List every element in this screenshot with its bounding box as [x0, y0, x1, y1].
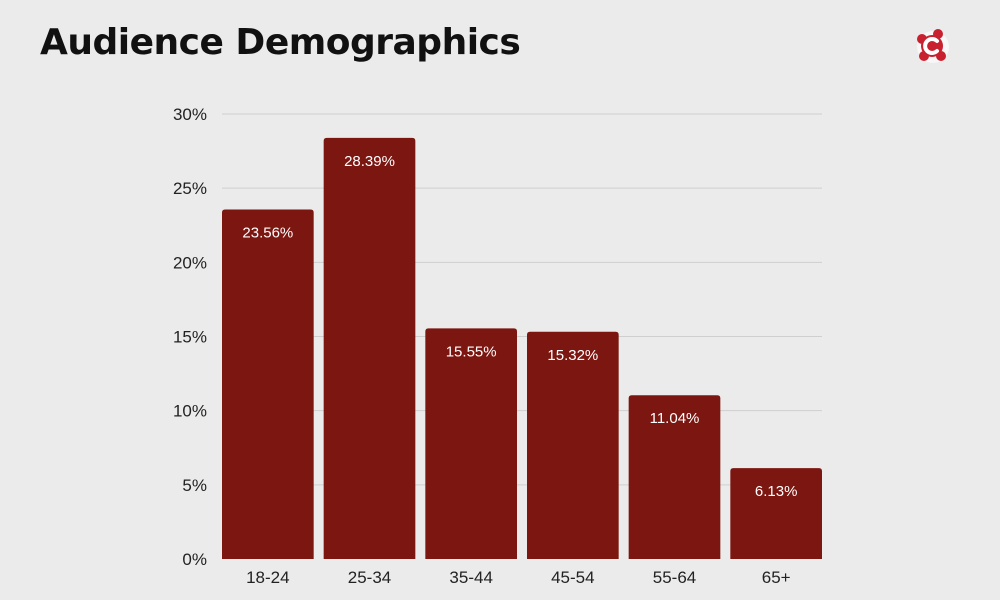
- bar-45-54: [527, 331, 619, 559]
- chart-title: Audience Demographics: [40, 22, 521, 63]
- y-tick-label: 20%: [173, 253, 207, 272]
- y-tick-label: 25%: [173, 179, 207, 198]
- bar-55-64: [628, 395, 721, 559]
- bar-value-label: 23.56%: [242, 225, 293, 242]
- y-tick-label: 15%: [173, 328, 207, 347]
- y-tick-label: 5%: [182, 476, 207, 495]
- x-tick-label: 35-44: [449, 568, 492, 587]
- bar-value-label: 15.32%: [547, 347, 598, 364]
- y-tick-label: 10%: [173, 402, 207, 421]
- brand-logo-icon: [917, 29, 949, 63]
- bar-18-24: [222, 209, 314, 559]
- y-tick-label: 0%: [182, 550, 207, 569]
- bar-value-label: 6.13%: [755, 483, 798, 500]
- x-tick-label: 45-54: [551, 568, 594, 587]
- x-tick-label: 25-34: [348, 568, 391, 587]
- bar-25-34: [323, 137, 416, 560]
- bar-65+: [730, 468, 822, 559]
- y-tick-label: 30%: [173, 105, 207, 124]
- bar-35-44: [425, 328, 517, 559]
- x-tick-label: 18-24: [246, 568, 289, 587]
- x-tick-label: 55-64: [653, 568, 696, 587]
- bar-value-label: 28.39%: [344, 153, 395, 170]
- bar-value-label: 11.04%: [650, 410, 700, 427]
- bar-value-label: 15.55%: [446, 343, 497, 360]
- x-tick-label: 65+: [762, 568, 791, 587]
